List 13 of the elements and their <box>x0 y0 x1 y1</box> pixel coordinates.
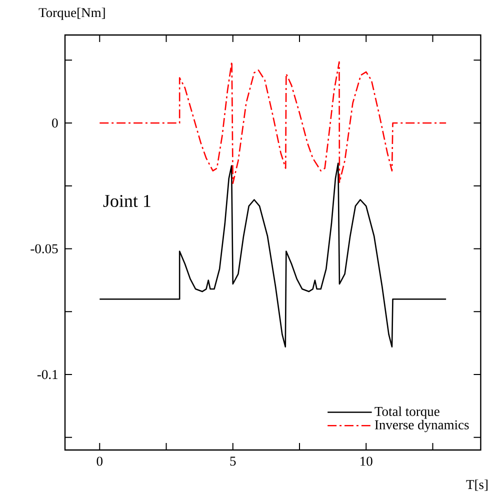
y-tick-label: 0 <box>52 118 58 128</box>
line-series <box>98 61 447 184</box>
annotation: Joint 1 <box>103 194 150 208</box>
x-tick-label: 5 <box>230 456 236 466</box>
x-tick-label: 0 <box>96 456 102 466</box>
y-axis-title: Torque[Nm] <box>38 8 105 20</box>
line-series <box>98 162 447 348</box>
x-axis-title: T[s] <box>466 480 488 491</box>
legend-label: Total torque <box>374 406 440 419</box>
y-tick-label: -0.1 <box>37 370 58 380</box>
x-tick-label: 10 <box>360 456 372 466</box>
legend-label: Inverse dynamics <box>374 420 469 432</box>
y-tick-label: -0.05 <box>30 244 58 254</box>
